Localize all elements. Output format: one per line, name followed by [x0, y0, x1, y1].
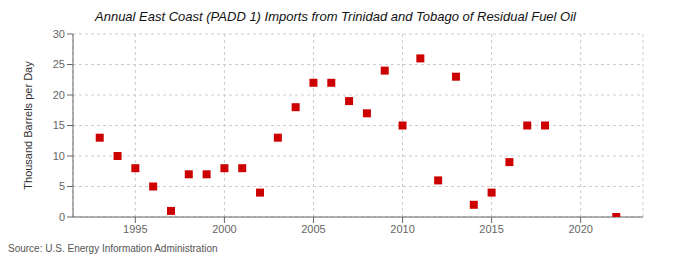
svg-text:0: 0	[59, 211, 65, 223]
svg-text:5: 5	[59, 180, 65, 192]
svg-text:10: 10	[53, 150, 65, 162]
svg-text:25: 25	[53, 58, 65, 70]
html-text:Annual East Coast (PADD 1) Imp: Annual East Coast (PADD 1) Imports from …	[95, 9, 576, 24]
svg-text:2015: 2015	[479, 223, 503, 235]
svg-text:15: 15	[53, 119, 65, 131]
svg-text:2005: 2005	[301, 223, 325, 235]
html-text:Source: U.S. Energy Informatio: Source: U.S. Energy Information Administ…	[8, 243, 218, 254]
svg-text:2010: 2010	[390, 223, 414, 235]
svg-text:2000: 2000	[212, 223, 236, 235]
svg-text:20: 20	[53, 89, 65, 101]
svg-text:2020: 2020	[568, 223, 592, 235]
svg-text:1995: 1995	[123, 223, 147, 235]
svg-text:30: 30	[53, 28, 65, 40]
svg-text:Thousand Barrels per Day: Thousand Barrels per Day	[22, 61, 34, 190]
